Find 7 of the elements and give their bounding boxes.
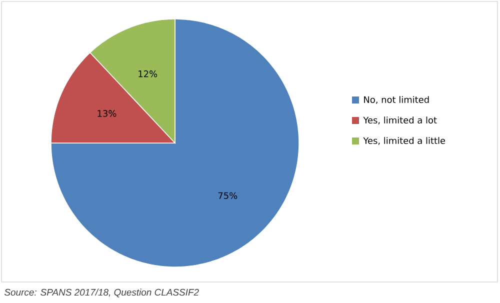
legend-label: No, not limited — [364, 96, 429, 104]
legend-label: Yes, limited a little — [363, 137, 446, 145]
legend-label: Yes, limited a lot — [363, 116, 437, 124]
data-label: 13% — [98, 110, 116, 117]
data-label: 75% — [218, 192, 238, 199]
data-label: 12% — [138, 70, 158, 78]
source-note: Source: SPANS 2017/18, Question CLASSIF2 — [4, 288, 199, 298]
